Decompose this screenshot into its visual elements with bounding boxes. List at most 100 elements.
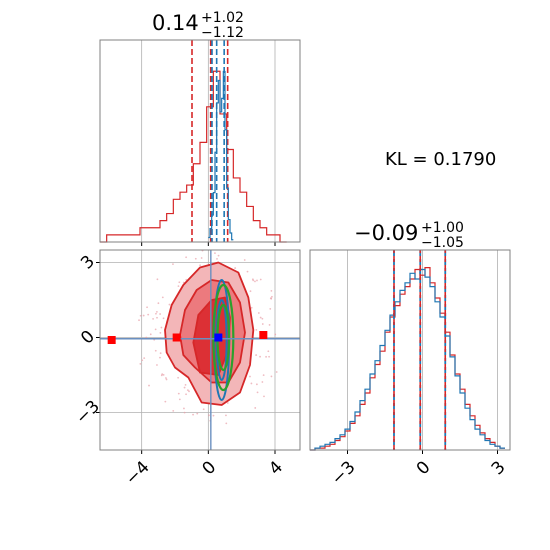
scatter-point <box>177 285 180 288</box>
scatter-point <box>254 407 257 409</box>
scatter-point <box>159 356 161 359</box>
scatter-point <box>183 411 186 414</box>
scatter-point <box>261 317 264 320</box>
y-tick-label-1: 0 <box>77 327 99 349</box>
x-tick-label-2: 3 <box>488 457 510 479</box>
scatter-point <box>159 313 161 315</box>
scatter-point <box>177 376 180 379</box>
scatter-point <box>160 326 163 329</box>
scatter-point <box>177 392 180 395</box>
scatter-point <box>172 263 174 266</box>
x-tick-label-0: −4 <box>122 457 154 489</box>
scatter-point <box>214 252 216 255</box>
scatter-point <box>146 306 148 309</box>
red-square-marker-0 <box>107 336 116 344</box>
blue-square-marker <box>214 333 223 342</box>
scatter-2d-panel: −4 0 4 −3 0 3 <box>72 249 301 489</box>
scatter-point <box>271 295 273 298</box>
scatter-point <box>183 386 186 389</box>
scatter-point <box>254 280 256 283</box>
scatter-point <box>139 362 142 365</box>
scatter-point <box>270 297 273 300</box>
scatter-point <box>267 350 270 353</box>
scatter-point <box>152 317 154 320</box>
scatter-point <box>243 259 246 261</box>
x-tick-label-1: 0 <box>413 457 435 479</box>
scatter-point <box>261 323 264 325</box>
scatter-point <box>149 333 152 336</box>
marginal-histogram-param2: −3 0 3 <box>309 249 511 489</box>
scatter-point <box>259 355 261 358</box>
scatter-point <box>156 316 158 319</box>
scatter-point <box>159 331 162 334</box>
scatter-point <box>138 319 140 322</box>
y-tick-label-0: −3 <box>72 397 104 429</box>
histogram-blue <box>310 268 505 451</box>
scatter-point <box>159 352 162 355</box>
histogram-red <box>310 267 505 451</box>
scatter-point <box>141 359 144 362</box>
scatter-point <box>185 256 188 259</box>
param2-minus: −1.05 <box>421 235 464 251</box>
scatter-point <box>208 414 210 417</box>
scatter-point <box>256 391 259 394</box>
scatter-point <box>143 357 146 360</box>
scatter-point <box>252 279 255 282</box>
scatter-point <box>188 390 190 393</box>
scatter-point <box>164 400 167 403</box>
panel-frame <box>99 39 301 243</box>
scatter-point <box>250 382 253 385</box>
panel-frame <box>99 249 301 451</box>
kl-annotation: KL = 0.1790 <box>385 149 496 170</box>
scatter-point <box>257 312 260 314</box>
param1-median: 0.14 <box>152 11 199 35</box>
scatter-point <box>165 377 167 379</box>
scatter-point <box>155 312 157 315</box>
scatter-point <box>269 307 272 310</box>
scatter-point <box>154 349 157 352</box>
x-tick-label-2: 4 <box>265 457 287 479</box>
param2-plus: +1.00 <box>421 220 464 236</box>
scatter-point <box>194 257 197 260</box>
scatter-point <box>270 375 273 378</box>
histogram-red <box>100 70 287 243</box>
scatter-point <box>200 257 203 259</box>
scatter-point <box>217 254 220 257</box>
scatter-point <box>259 316 262 319</box>
scatter-point <box>265 355 267 358</box>
marginal-histogram-param1 <box>99 39 301 246</box>
scatter-point <box>162 374 165 376</box>
scatter-point <box>199 264 201 267</box>
scatter-point <box>268 324 271 326</box>
scatter-point <box>256 279 258 282</box>
scatter-point <box>184 383 187 386</box>
scatter-point <box>225 422 228 425</box>
scatter-point <box>145 336 148 339</box>
scatter-point <box>139 314 142 317</box>
scatter-point <box>212 414 215 417</box>
scatter-point <box>155 310 158 313</box>
scatter-point <box>172 409 175 412</box>
param1-minus: −1.12 <box>201 25 244 41</box>
scatter-point <box>148 384 150 387</box>
scatter-point <box>234 267 237 269</box>
scatter-point <box>274 333 277 336</box>
scatter-point <box>160 374 163 377</box>
scatter-point <box>255 328 258 331</box>
scatter-point <box>255 383 258 386</box>
scatter-point <box>196 412 199 415</box>
histogram-blue <box>208 70 234 241</box>
scatter-point <box>156 278 159 281</box>
red-square-marker-2 <box>259 331 268 339</box>
scatter-point <box>259 278 262 281</box>
scatter-point <box>165 378 168 381</box>
scatter-point <box>185 393 187 396</box>
scatter-point <box>249 375 251 378</box>
scatter-point <box>216 257 218 260</box>
scatter-point <box>162 317 165 320</box>
scatter-point <box>161 296 164 299</box>
scatter-point <box>262 374 265 377</box>
scatter-point <box>249 290 252 293</box>
param2-title: −0.09 <box>354 221 418 245</box>
scatter-point <box>142 314 145 317</box>
